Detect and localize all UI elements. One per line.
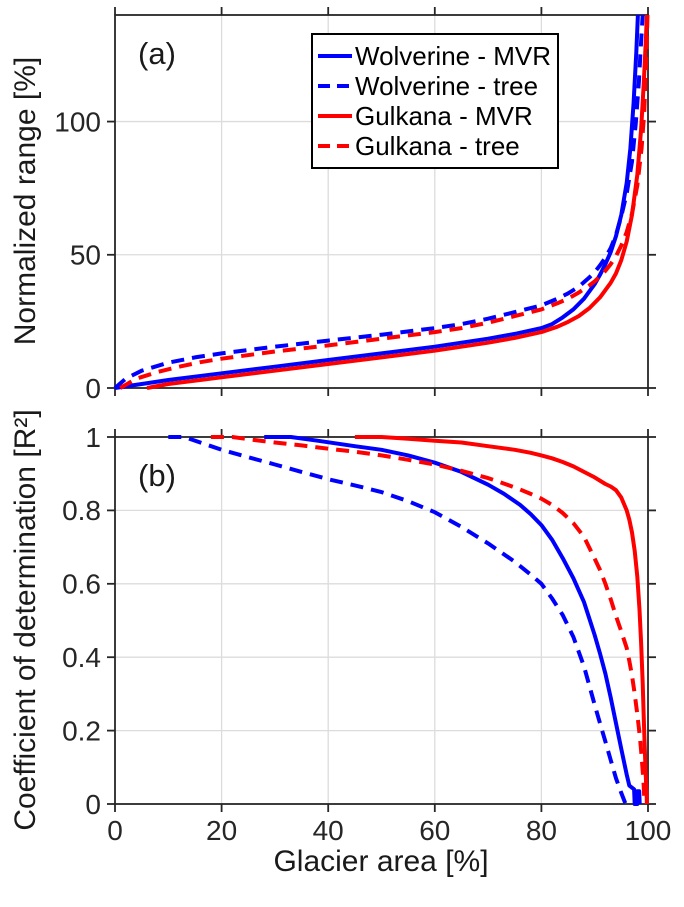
y-tick-label: 100 — [54, 106, 101, 137]
y-tick-label: 0.6 — [62, 569, 101, 600]
x-tick-label: 60 — [419, 815, 450, 846]
legend-label: Gulkana - MVR — [355, 100, 533, 131]
y-tick-label: 0 — [85, 373, 101, 404]
curve-wolverine-tree-panel-b — [168, 435, 628, 805]
curve-wolverine-tree-panel-a — [113, 14, 645, 390]
y-tick-label: 50 — [70, 240, 101, 271]
curve-gulkana-mvr-panel-a — [146, 14, 649, 390]
curve-gulkana-tree-panel-b — [210, 435, 647, 805]
legend-item: Gulkana - tree — [318, 131, 553, 161]
x-tick-label: 0 — [107, 815, 123, 846]
legend-line-sample-gulkana-tree — [318, 144, 352, 148]
legend-line-sample-gulkana-mvr — [318, 114, 352, 118]
x-axis-label: Glacier area [%] — [273, 845, 489, 878]
panel-a-label: (a) — [138, 36, 176, 71]
y-tick-label: 0.8 — [62, 495, 101, 526]
y-tick-label: 1 — [85, 422, 101, 453]
legend-label: Gulkana - tree — [355, 130, 520, 161]
legend: Wolverine - MVR Wolverine - tree Gulkana… — [311, 33, 559, 169]
y-tick-label: 0 — [85, 789, 101, 820]
legend-label: Wolverine - tree — [355, 70, 539, 101]
x-tick-label: 40 — [313, 815, 344, 846]
legend-line-sample-wolverine-tree — [318, 84, 352, 88]
legend-item: Wolverine - MVR — [318, 41, 553, 71]
curve-gulkana-mvr-panel-b — [354, 435, 649, 805]
curve-gulkana-tree-panel-a — [119, 14, 650, 390]
y-tick-label: 0.2 — [62, 715, 101, 746]
x-tick-label: 100 — [625, 815, 672, 846]
legend-item: Wolverine - tree — [318, 71, 553, 101]
legend-label: Wolverine - MVR — [355, 40, 552, 71]
plot-border — [114, 14, 649, 389]
x-tick-label: 20 — [206, 815, 237, 846]
curve-wolverine-mvr-panel-b — [264, 435, 642, 806]
panel-a-y-axis-label: Normalized range [%] — [9, 56, 42, 346]
panel-b-y-axis-label: Coefficient of determination [R²] — [9, 409, 42, 831]
panel-b-label: (b) — [138, 458, 176, 493]
x-tick-label: 80 — [526, 815, 557, 846]
legend-item: Gulkana - MVR — [318, 101, 553, 131]
legend-line-sample-wolverine-mvr — [318, 54, 352, 58]
y-tick-label: 0.4 — [62, 642, 101, 673]
